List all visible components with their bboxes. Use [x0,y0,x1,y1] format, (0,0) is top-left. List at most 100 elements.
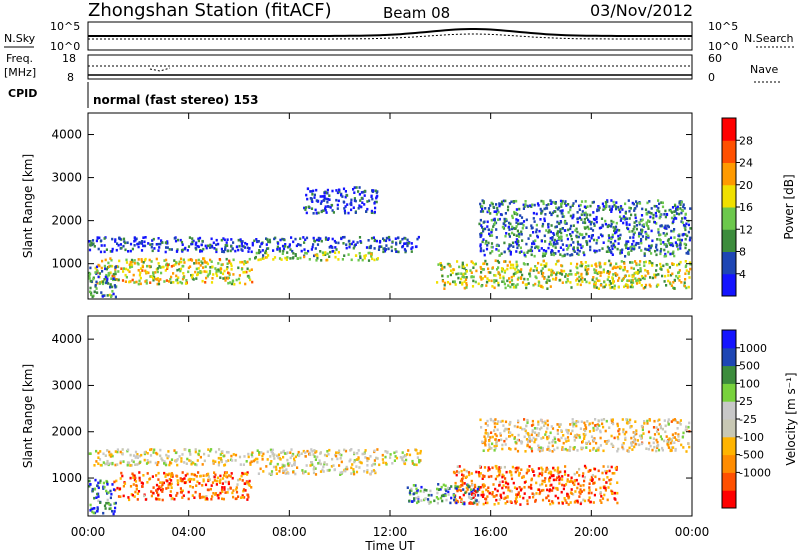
data-cell [583,464,587,468]
data-cell [247,274,250,278]
data-cell [681,217,684,220]
data-cell [547,231,550,234]
data-cell [312,189,315,193]
data-cell [511,241,515,245]
data-cell [517,219,520,222]
data-cell [169,277,172,281]
data-cell [647,272,650,275]
data-cell [647,236,650,239]
data-cell [566,274,570,277]
data-cell [145,282,148,285]
data-cell [225,257,228,261]
data-cell [238,244,241,248]
data-cell [534,282,537,286]
data-cell [284,245,287,248]
data-cell [329,244,332,248]
data-cell [268,472,271,476]
data-cell [560,436,563,440]
data-cell [283,452,287,455]
data-cell [678,262,681,266]
data-cell [541,222,545,226]
data-cell [561,227,564,230]
data-cell [588,482,591,485]
data-cell [596,279,599,282]
data-cell [499,432,502,435]
data-cell [537,467,540,470]
data-cell [369,244,373,248]
data-cell [375,200,378,204]
data-cell [449,501,452,505]
data-cell [304,455,307,458]
data-cell [599,274,602,277]
data-cell [504,199,507,203]
data-cell [614,227,617,231]
data-cell [350,198,353,202]
data-cell [595,441,598,445]
data-cell [111,250,114,253]
data-cell [228,272,231,275]
data-cell [128,263,131,266]
data-cell [343,207,346,210]
data-cell [128,498,131,502]
data-cell [605,419,608,423]
data-cell [205,474,208,477]
data-cell [537,245,540,249]
data-cell [567,496,570,500]
data-cell [138,471,141,474]
data-cell [170,475,173,478]
data-cell [158,498,161,501]
data-cell [165,463,168,467]
data-cell [294,472,297,476]
data-cell [513,424,516,428]
data-cell [189,258,192,261]
data-cell [142,474,145,477]
data-cell [183,461,186,464]
data-cell [375,191,378,194]
data-cell [541,479,544,483]
data-cell [549,199,552,202]
data-cell [566,436,570,439]
data-cell [516,438,519,442]
data-cell [550,268,553,272]
data-cell [489,234,492,237]
data-cell [496,475,499,478]
data-cell [623,262,626,265]
data-cell [635,241,638,245]
data-cell [684,212,687,216]
data-cell [226,262,229,265]
data-cell [199,496,202,500]
data-cell [608,280,611,283]
data-cell [358,236,362,239]
data-cell [521,222,524,225]
data-cell [583,488,586,492]
data-cell [208,478,211,481]
data-cell [517,276,520,280]
data-cell [479,243,482,246]
data-cell [445,489,448,493]
data-cell [688,238,691,242]
data-cell [157,242,160,246]
data-cell [659,213,662,216]
data-cell [161,490,164,493]
data-cell [516,283,519,286]
data-cell [659,267,662,270]
data-cell [96,484,99,487]
data-cell [289,257,292,260]
data-cell [202,479,205,483]
data-cell [176,479,179,482]
data-cell [326,200,329,204]
data-cell [420,499,423,502]
data-cell [627,247,630,250]
data-cell [493,422,496,425]
data-cell [96,510,99,513]
data-cell [215,250,218,254]
data-cell [112,292,115,296]
data-cell [248,269,251,273]
data-cell [490,218,493,222]
data-cell [625,240,628,243]
data-cell [366,457,369,460]
data-cell [534,275,537,278]
data-cell [447,490,450,494]
data-cell [623,275,626,278]
data-cell [668,437,671,440]
